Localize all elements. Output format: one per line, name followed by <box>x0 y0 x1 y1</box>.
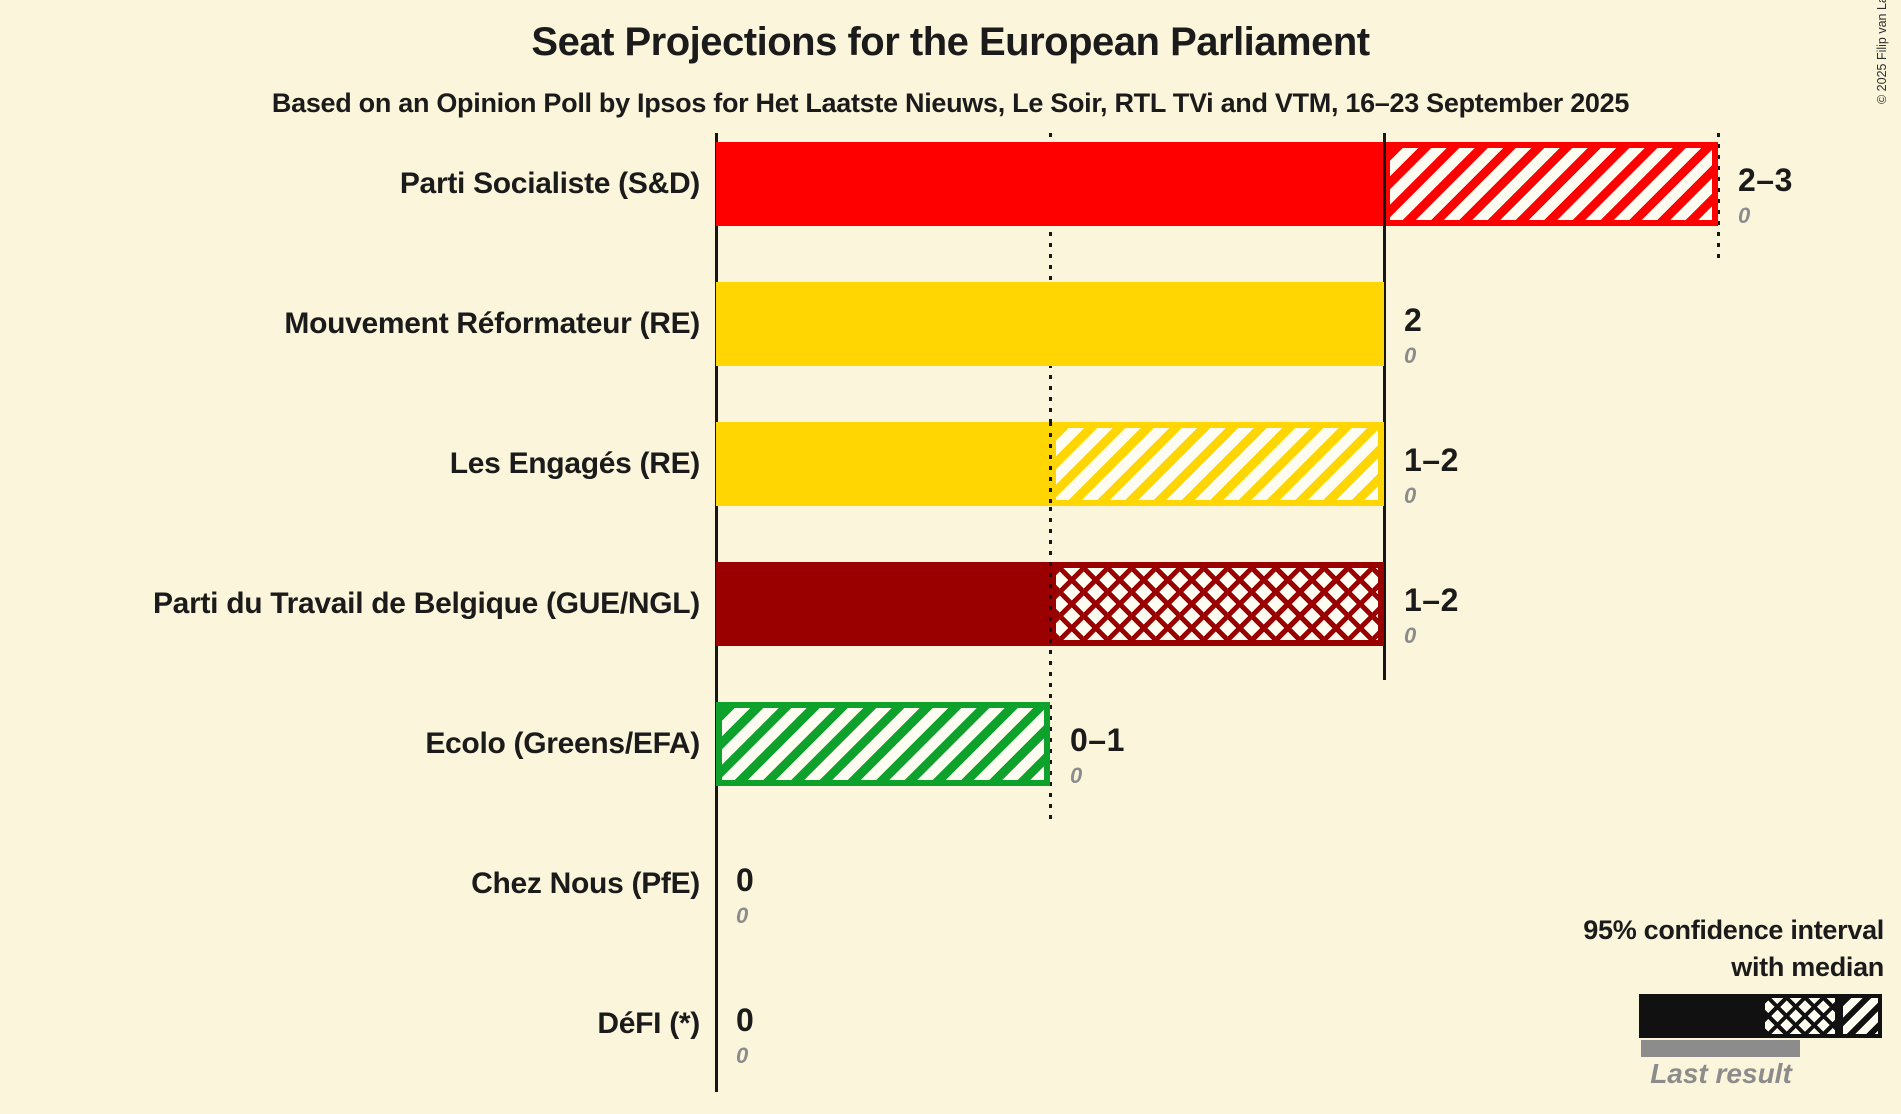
legend-last-result-bar <box>1641 1040 1800 1057</box>
bar-transition-line <box>1049 422 1052 506</box>
value-label-group: 1–2 0 <box>1404 580 1459 651</box>
value-label-group: 2–3 0 <box>1738 160 1793 231</box>
last-result-value: 0 <box>1738 203 1751 228</box>
projection-value: 1–2 <box>1404 442 1459 478</box>
chart-title: Seat Projections for the European Parlia… <box>531 20 1370 64</box>
projection-value: 2 <box>1404 302 1423 338</box>
last-result-value: 0 <box>1404 483 1417 508</box>
bar-transition-line <box>1049 562 1052 646</box>
projection-value: 2–3 <box>1738 162 1793 198</box>
copyright-note: © 2025 Filip van Laenen <box>1875 0 1889 104</box>
last-result-value: 0 <box>736 1043 749 1068</box>
party-label: Chez Nous (PfE) <box>471 867 700 900</box>
value-label-group: 1–2 0 <box>1404 440 1459 511</box>
legend-ci-label: 95% confidence interval with median <box>1400 912 1884 986</box>
bar-segment-solid <box>716 142 1384 226</box>
legend-diagonal-segment <box>1839 994 1882 1038</box>
gridline-seat-3 <box>1717 133 1720 260</box>
party-label: Ecolo (Greens/EFA) <box>425 727 700 760</box>
value-label-group: 0–1 0 <box>1070 720 1125 791</box>
last-result-value: 0 <box>1404 343 1417 368</box>
bar-segment-solid <box>716 282 1384 366</box>
bar-transition-line <box>1383 142 1386 226</box>
party-label: Mouvement Réformateur (RE) <box>284 307 700 340</box>
legend-last-result-label: Last result <box>1650 1058 1792 1089</box>
last-result-value: 0 <box>736 903 749 928</box>
party-label: Parti du Travail de Belgique (GUE/NGL) <box>152 587 700 620</box>
last-result-value: 0 <box>1070 763 1083 788</box>
legend-crosshatch-segment <box>1761 994 1839 1038</box>
legend-ci-line2: with median <box>1731 952 1884 982</box>
projection-value: 0 <box>736 1002 755 1038</box>
party-label: Les Engagés (RE) <box>449 447 701 480</box>
projection-value: 0–1 <box>1070 722 1125 758</box>
legend-ci-line1: 95% confidence interval <box>1583 915 1884 945</box>
bar-segment-diagonal <box>1384 142 1718 226</box>
party-label: Parti Socialiste (S&D) <box>399 167 700 200</box>
projection-value: 1–2 <box>1404 582 1459 618</box>
last-result-value: 0 <box>1404 623 1417 648</box>
bar-segment-diagonal <box>1050 422 1384 506</box>
gridline-seat-2 <box>1383 133 1386 680</box>
bar-segment-solid <box>716 422 1050 506</box>
bar-segment-solid <box>716 562 1050 646</box>
chart-subtitle: Based on an Opinion Poll by Ipsos for He… <box>271 88 1630 118</box>
bar-segment-crosshatch <box>1050 562 1384 646</box>
projection-value: 0 <box>736 862 755 898</box>
legend-solid-segment <box>1639 994 1761 1038</box>
bar-segment-diagonal <box>716 702 1050 786</box>
party-label: DéFI (*) <box>597 1007 700 1040</box>
legend-ci-sample-bar <box>1639 994 1882 1038</box>
